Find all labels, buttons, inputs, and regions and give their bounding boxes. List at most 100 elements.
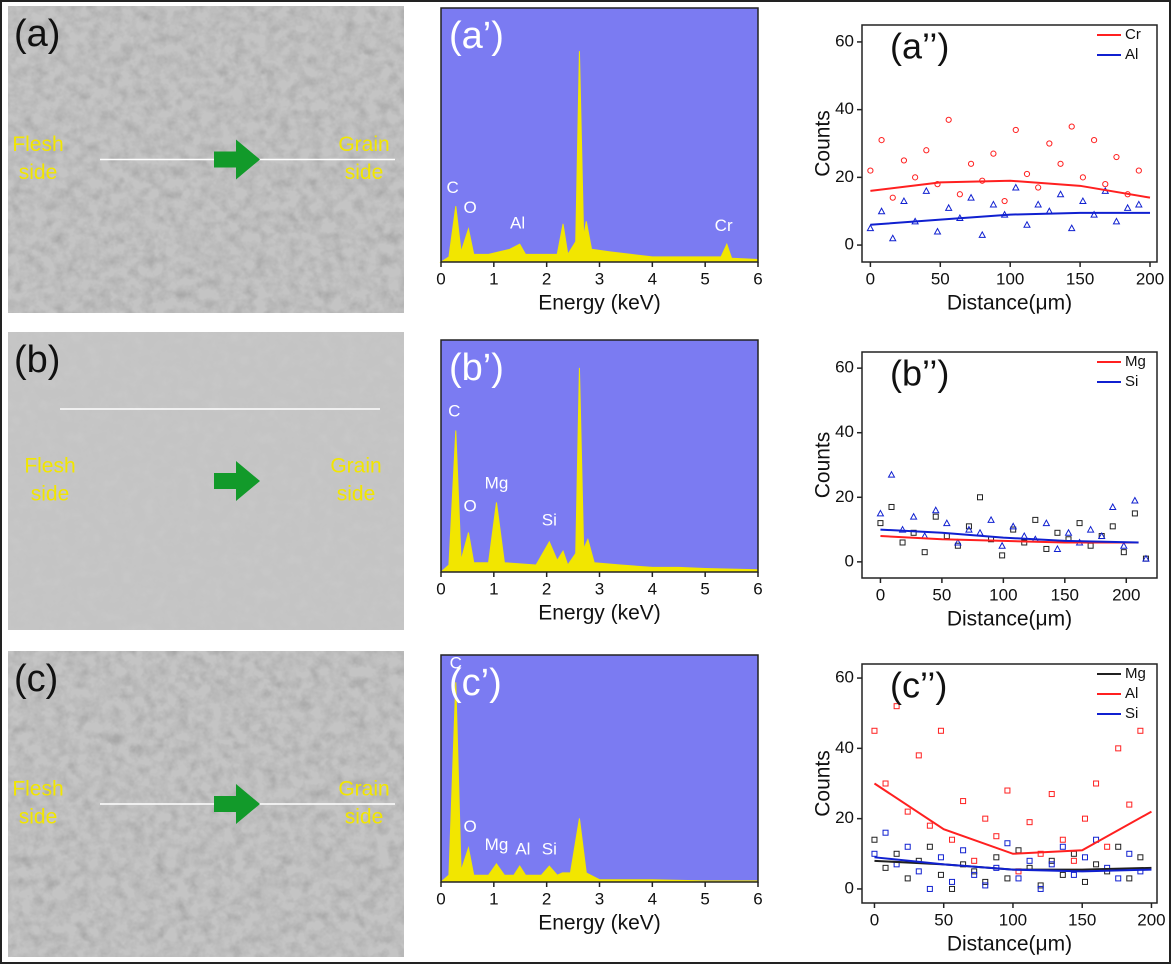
point (1046, 140, 1053, 147)
x-tick-label: 200 (1136, 269, 1164, 288)
x-tick-label: 200 (1112, 585, 1140, 604)
plot-frame (861, 351, 1158, 579)
point (910, 529, 917, 536)
point (1048, 861, 1055, 868)
point (1037, 850, 1044, 857)
point (871, 836, 878, 843)
point (1068, 123, 1075, 130)
point (1131, 510, 1138, 517)
point (987, 515, 995, 523)
point (949, 885, 956, 892)
peak-label: Al (510, 213, 525, 232)
point (926, 843, 933, 850)
point (1115, 843, 1122, 850)
point (1126, 850, 1133, 857)
point (1023, 220, 1031, 228)
x-axis-label: Energy (keV) (538, 292, 661, 315)
x-tick-label: 5 (700, 889, 709, 908)
x-tick-label: 50 (931, 269, 950, 288)
plot-frame (440, 7, 759, 263)
grain-label: side (345, 806, 384, 829)
point (882, 829, 889, 836)
point (1108, 502, 1117, 510)
panel-label: (b) (14, 339, 60, 381)
point (1034, 200, 1043, 208)
peak-label: C (448, 401, 460, 420)
point (1102, 181, 1109, 188)
point (933, 227, 942, 235)
point (888, 503, 895, 510)
point (1059, 843, 1066, 850)
point (1079, 197, 1087, 205)
y-tick-label: 60 (835, 31, 854, 50)
point (1081, 878, 1088, 885)
point (1009, 522, 1018, 530)
point (937, 727, 944, 734)
y-tick-label: 60 (835, 358, 854, 377)
plot-frame (861, 663, 1158, 904)
x-tick-label: 50 (934, 910, 953, 929)
point (949, 878, 956, 885)
x-tick-label: 0 (436, 269, 445, 288)
flesh-label: Flesh (12, 133, 63, 156)
point (1001, 197, 1008, 205)
arrow (214, 784, 260, 824)
flesh-label: side (19, 161, 58, 184)
point (982, 882, 989, 889)
point (871, 850, 878, 857)
point (1053, 544, 1062, 552)
point (882, 864, 889, 871)
point (871, 727, 878, 734)
point (1004, 875, 1011, 882)
plot-frame (440, 339, 759, 573)
sem-image (8, 332, 404, 630)
x-tick-label: 5 (700, 579, 709, 598)
point (1093, 861, 1100, 868)
y-tick-label: 40 (835, 738, 854, 757)
point (1015, 875, 1022, 882)
point (998, 541, 1006, 549)
fit-line (880, 528, 1139, 544)
point (1012, 126, 1019, 134)
grain-label: Grain (338, 133, 389, 156)
point (923, 147, 930, 154)
point (932, 513, 939, 520)
point (993, 833, 1000, 840)
plot-frame (440, 654, 759, 883)
panel-label: (b’) (449, 347, 504, 389)
x-tick-label: 3 (595, 269, 604, 288)
point (937, 871, 944, 878)
point (926, 822, 933, 829)
point (1059, 836, 1066, 843)
x-tick-label: 6 (753, 269, 762, 288)
point (949, 836, 956, 843)
point (1081, 815, 1088, 822)
peak-label: C (446, 178, 458, 197)
panel-label: (a’’) (890, 26, 949, 67)
x-axis-label: Distance(μm) (947, 933, 1072, 956)
x-tick-label: 3 (595, 579, 604, 598)
plot-area (441, 655, 758, 882)
point (1023, 170, 1031, 178)
x-tick-label: 1 (489, 269, 498, 288)
point (1137, 854, 1144, 861)
point (954, 538, 962, 546)
point (1042, 519, 1051, 527)
x-tick-label: 0 (436, 579, 445, 598)
point (960, 861, 967, 868)
point (1093, 780, 1100, 787)
point (1086, 525, 1095, 533)
arrow (214, 139, 260, 180)
point (922, 186, 931, 194)
peak-label: O (463, 817, 476, 836)
point (1131, 496, 1139, 504)
spectrum (439, 682, 759, 883)
point (893, 703, 900, 710)
point (965, 525, 973, 533)
point (1123, 203, 1132, 211)
point (898, 525, 907, 533)
flesh-label: Flesh (24, 455, 75, 478)
point (944, 203, 953, 211)
point (1113, 153, 1120, 161)
